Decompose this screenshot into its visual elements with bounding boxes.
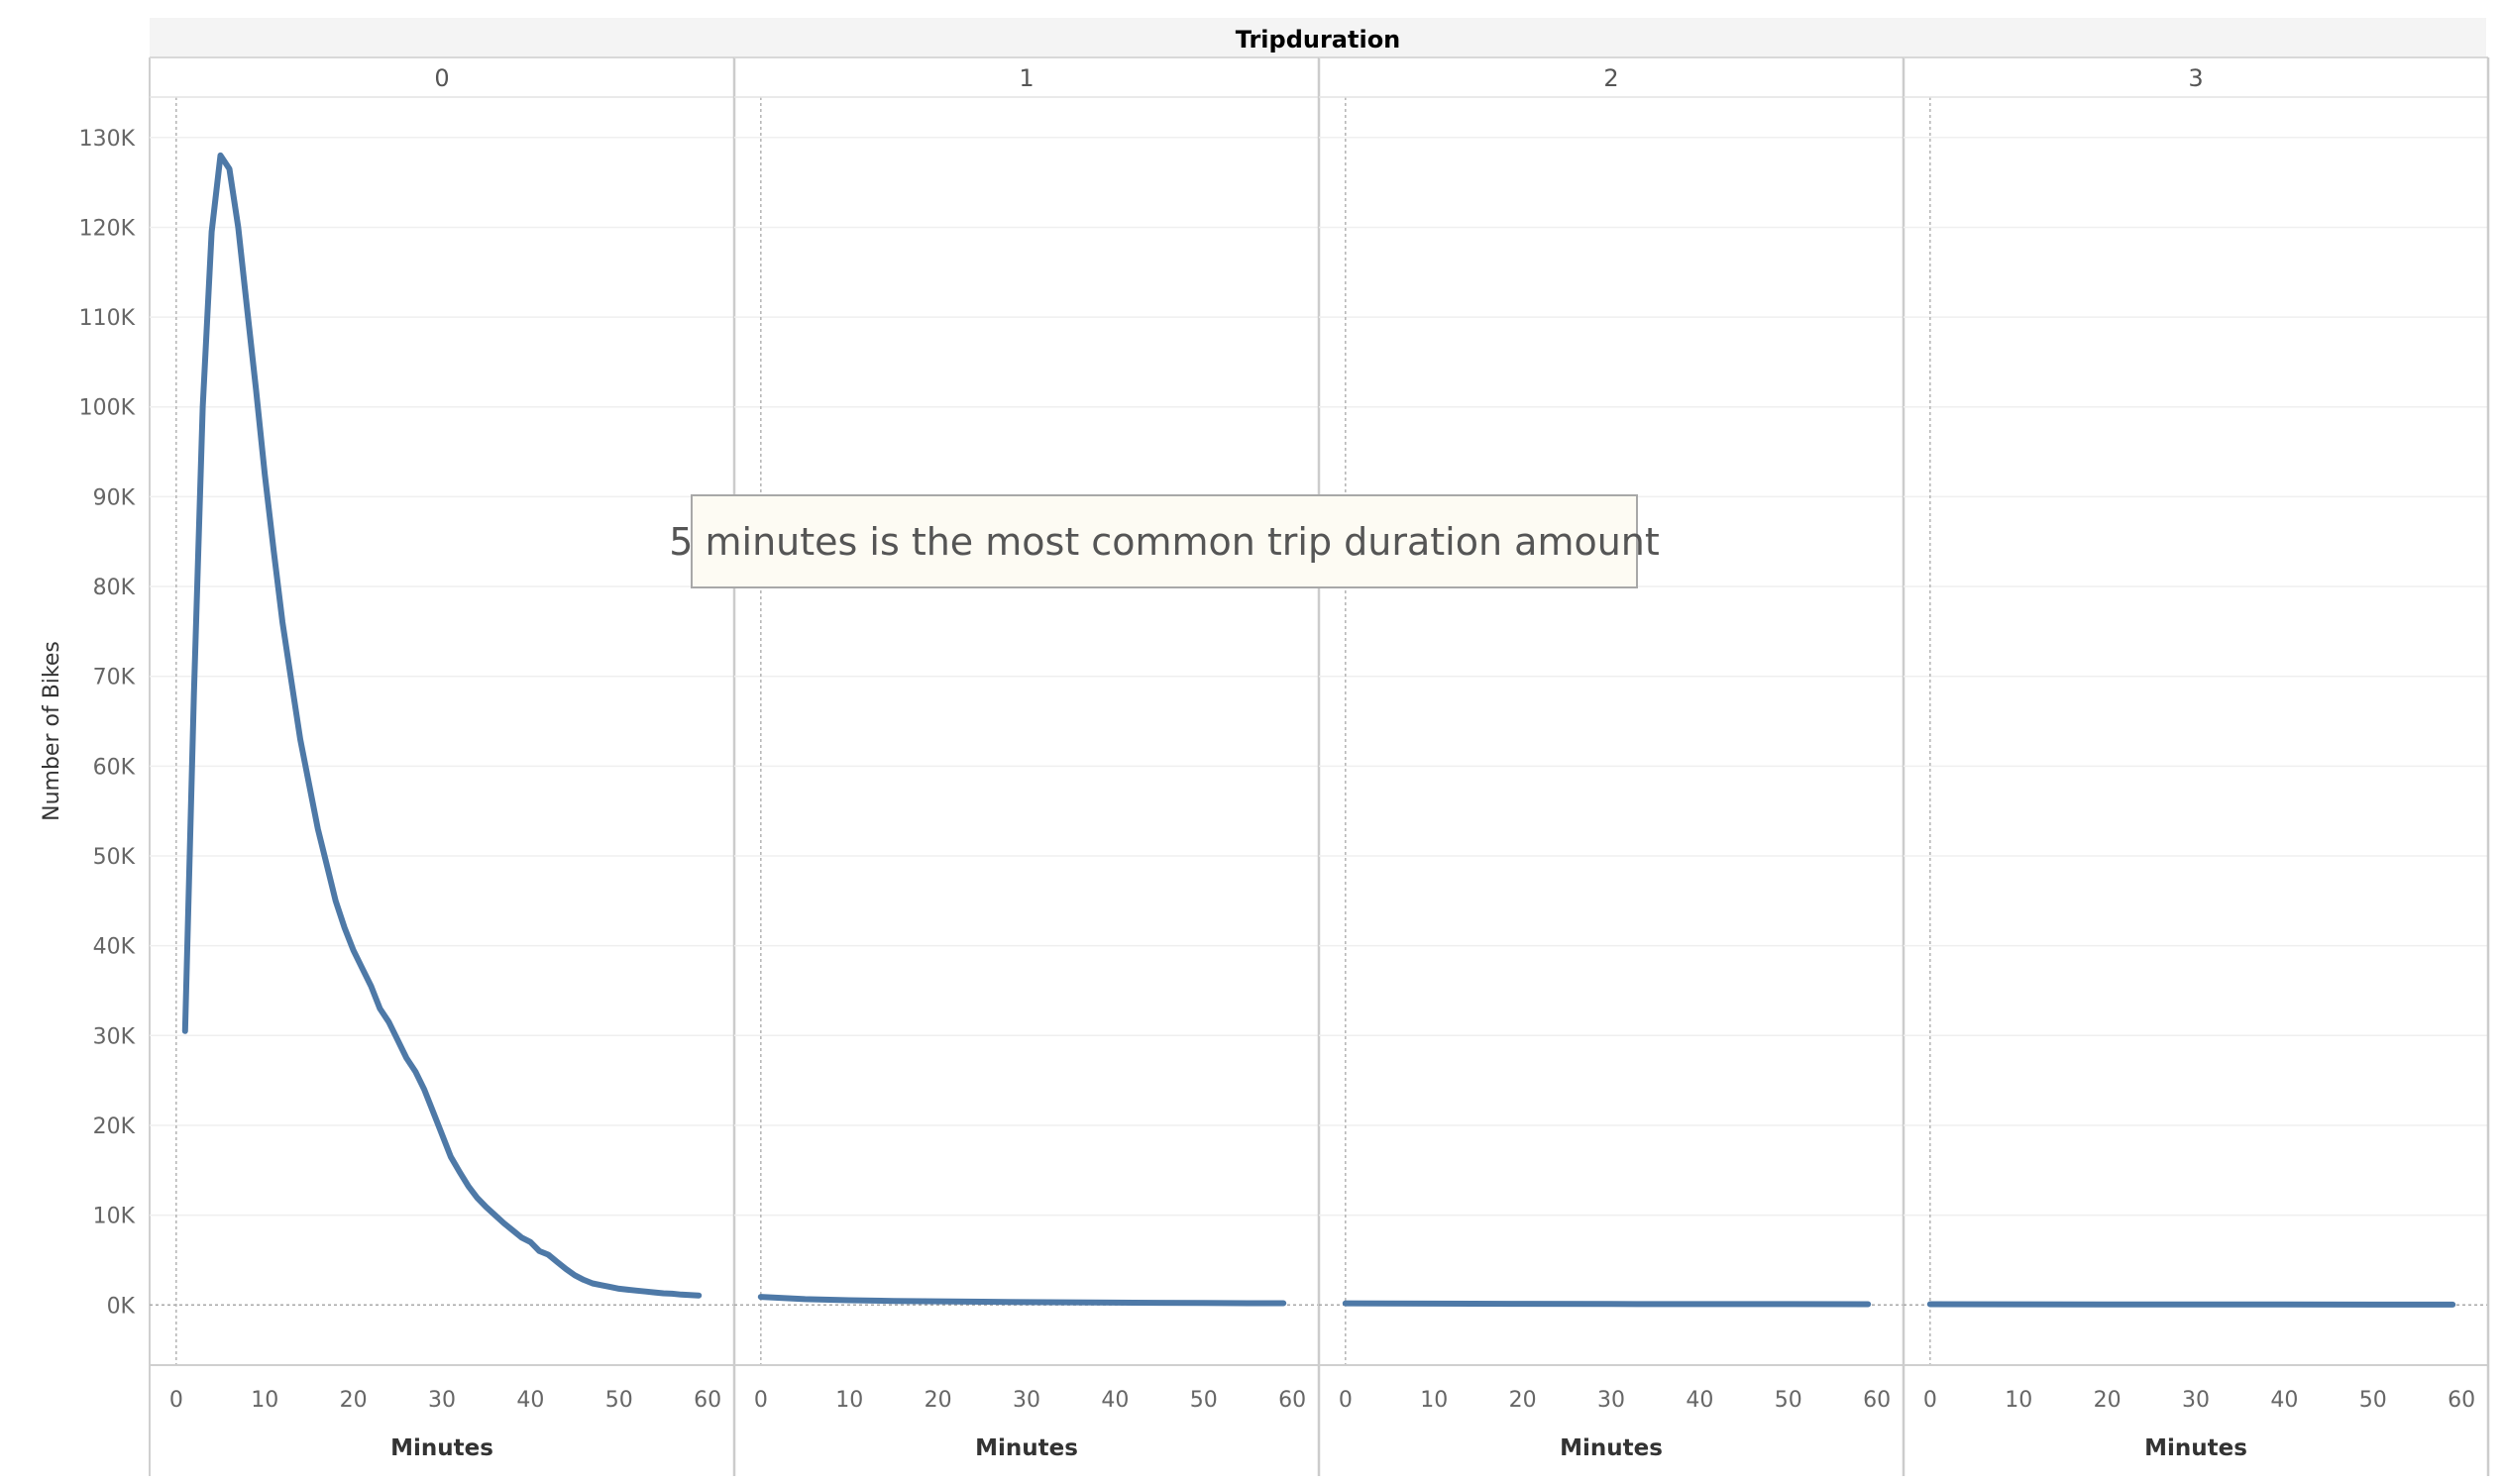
y-tick-label: 130K xyxy=(79,127,136,152)
panel-header-label: 1 xyxy=(1019,64,1034,92)
x-tick-label: 60 xyxy=(694,1388,721,1413)
x-tick-label: 20 xyxy=(1509,1388,1537,1413)
chart-layer: 0K10K20K30K40K50K60K70K80K90K100K110K120… xyxy=(79,56,2490,1476)
y-tick-label: 0K xyxy=(107,1294,136,1319)
x-tick-label: 60 xyxy=(2448,1388,2475,1413)
x-tick-label: 40 xyxy=(1101,1388,1129,1413)
series-line-panel-1 xyxy=(757,1294,1287,1307)
y-tick-label: 100K xyxy=(79,396,136,421)
x-tick-label: 40 xyxy=(516,1388,544,1413)
x-tick-label: 0 xyxy=(169,1388,183,1413)
x-tick-label: 50 xyxy=(1775,1388,1802,1413)
x-tick-label: 30 xyxy=(1597,1388,1625,1413)
annotation-box: 5 minutes is the most common trip durati… xyxy=(669,494,1660,588)
y-tick-label: 50K xyxy=(93,845,136,870)
x-tick-label: 20 xyxy=(2094,1388,2122,1413)
x-tick-label: 60 xyxy=(1278,1388,1306,1413)
y-tick-label: 70K xyxy=(93,666,136,690)
y-tick-label: 30K xyxy=(93,1024,136,1049)
x-tick-label: 40 xyxy=(1686,1388,1713,1413)
x-axis-label: Minutes xyxy=(2144,1435,2247,1461)
panel-header-label: 3 xyxy=(2188,64,2203,92)
x-tick-label: 10 xyxy=(251,1388,278,1413)
x-tick-label: 40 xyxy=(2270,1388,2298,1413)
y-tick-label: 80K xyxy=(93,576,136,600)
series-line-panel-2 xyxy=(1342,1300,1872,1308)
y-tick-label: 40K xyxy=(93,935,136,960)
panel-header-label: 2 xyxy=(1603,64,1618,92)
panel-header-label: 0 xyxy=(434,64,449,92)
panel-0: 0 0 10 20 30 40 50 60 Minutes xyxy=(150,56,736,1476)
x-tick-label: 20 xyxy=(925,1388,952,1413)
x-tick-label: 30 xyxy=(428,1388,456,1413)
column-header-title: Tripduration xyxy=(1236,26,1401,53)
column-header-band xyxy=(150,18,2486,57)
x-tick-label: 20 xyxy=(340,1388,368,1413)
x-tick-label: 0 xyxy=(1339,1388,1353,1413)
series-line-panel-0 xyxy=(181,152,703,1299)
x-tick-label: 50 xyxy=(2359,1388,2387,1413)
y-tick-label: 10K xyxy=(93,1205,136,1229)
x-tick-label: 50 xyxy=(1190,1388,1218,1413)
y-tick-label: 120K xyxy=(79,216,136,241)
y-tick-label: 60K xyxy=(93,755,136,780)
x-axis-label: Minutes xyxy=(1560,1435,1663,1461)
x-tick-label: 10 xyxy=(1420,1388,1448,1413)
x-tick-label: 30 xyxy=(2182,1388,2210,1413)
x-tick-label: 0 xyxy=(1923,1388,1937,1413)
y-tick-label: 110K xyxy=(79,306,136,331)
y-tick-label: 20K xyxy=(93,1114,136,1139)
x-tick-label: 10 xyxy=(835,1388,863,1413)
x-tick-label: 30 xyxy=(1013,1388,1040,1413)
y-tick-label: 90K xyxy=(93,485,136,510)
x-tick-label: 60 xyxy=(1863,1388,1891,1413)
x-axis-label: Minutes xyxy=(390,1435,493,1461)
x-tick-label: 50 xyxy=(605,1388,633,1413)
x-tick-label: 0 xyxy=(754,1388,768,1413)
x-axis-label: Minutes xyxy=(975,1435,1078,1461)
y-axis-label: Number of Bikes xyxy=(40,641,64,821)
x-tick-label: 10 xyxy=(2005,1388,2032,1413)
